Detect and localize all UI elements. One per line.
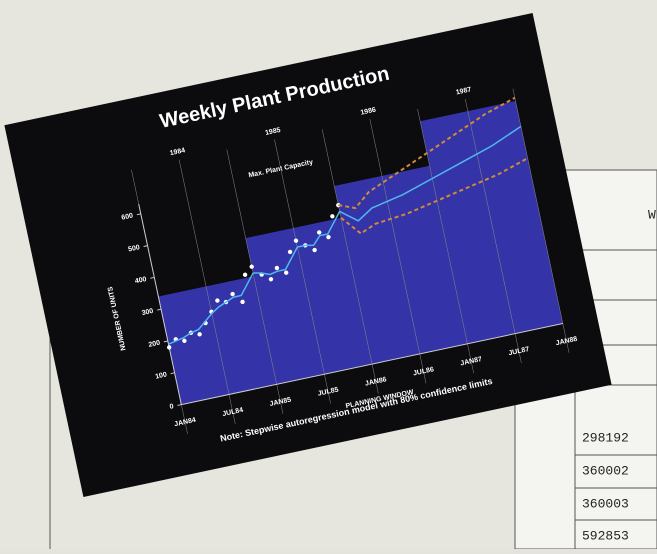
scene: W 298192 360002 360003 592853 Weekly Pla… [0, 0, 657, 549]
table-cell: 360002 [582, 463, 629, 478]
table-header: W [648, 207, 656, 222]
table-cell: 592853 [582, 528, 629, 543]
table-cell: 360003 [582, 496, 629, 511]
table-cell: 298192 [582, 430, 629, 445]
